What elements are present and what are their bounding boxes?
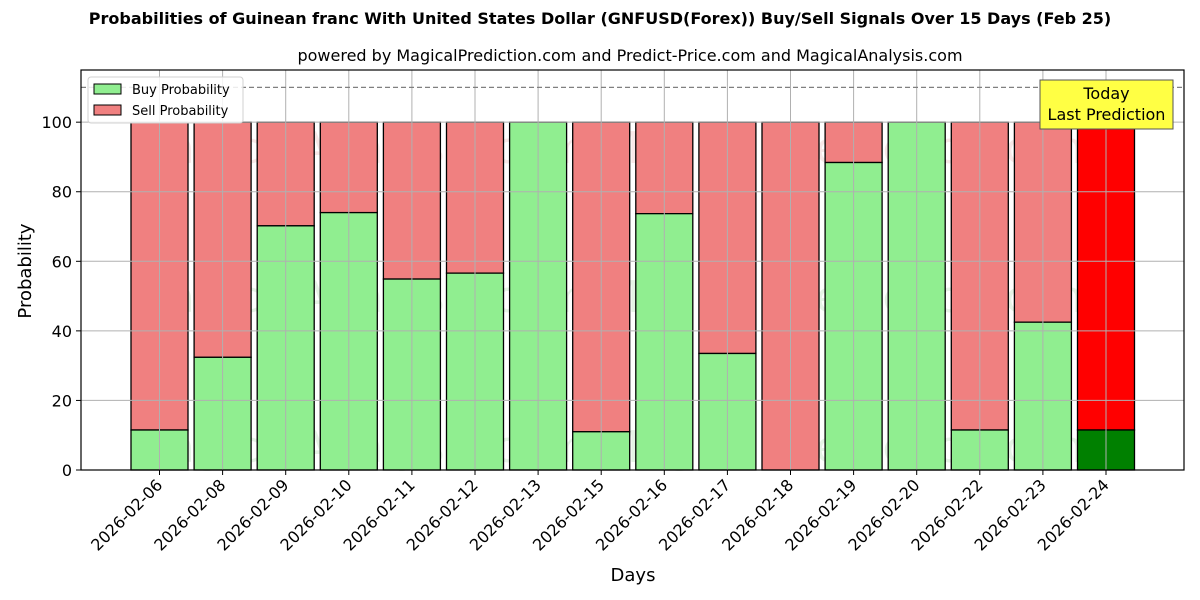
y-axis-label: Probability bbox=[15, 223, 36, 318]
today-annotation bbox=[1039, 79, 1174, 130]
plot-frame bbox=[80, 69, 1185, 471]
legend-label: Buy Probability bbox=[132, 83, 230, 98]
annotation-text: Last Prediction bbox=[1048, 105, 1166, 124]
legend-swatch bbox=[93, 104, 122, 116]
legend bbox=[87, 76, 244, 124]
y-tick-label: 20 bbox=[52, 391, 72, 410]
y-tick-label: 80 bbox=[52, 183, 72, 202]
y-tick-label: 100 bbox=[41, 113, 72, 132]
chart-title: Probabilities of Guinean franc With Unit… bbox=[88, 9, 1112, 28]
legend-swatch bbox=[93, 83, 122, 95]
x-axis-label: Days bbox=[611, 565, 656, 586]
y-tick-label: 60 bbox=[52, 252, 72, 271]
legend-label: Sell Probability bbox=[132, 104, 229, 119]
chart-subtitle: powered by MagicalPrediction.com and Pre… bbox=[297, 46, 963, 65]
y-tick-label: 40 bbox=[52, 322, 72, 341]
annotation-text: Today bbox=[1082, 84, 1129, 103]
y-tick-label: 0 bbox=[62, 461, 72, 480]
